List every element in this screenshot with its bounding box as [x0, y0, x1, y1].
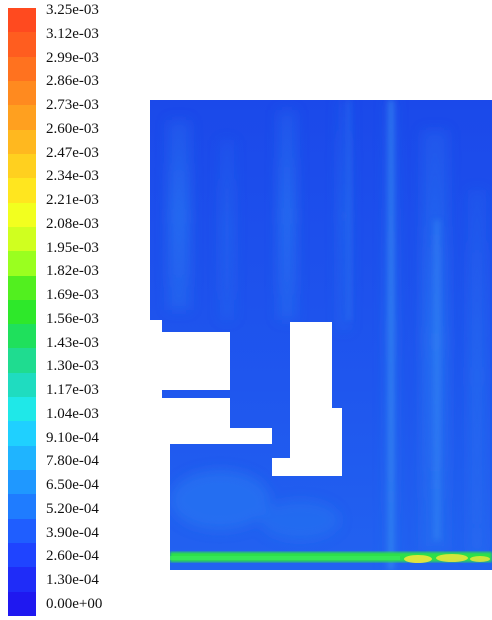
colorbar-swatch: [8, 251, 36, 276]
colorbar-swatch: [8, 202, 36, 228]
obstacle-right: [272, 322, 342, 476]
colorbar-tick-label: 2.60e-04: [46, 548, 99, 565]
colorbar-swatch: [8, 153, 36, 179]
colorbar-tick-label: 2.73e-03: [46, 97, 99, 114]
colorbar-tick-label: 3.12e-03: [46, 25, 99, 42]
colorbar-swatch: [8, 56, 36, 82]
colorbar-swatch: [8, 591, 36, 617]
colorbar-tick-label: 1.30e-04: [46, 572, 99, 589]
colorbar-swatch: [8, 226, 36, 252]
colorbar-swatch: [8, 494, 36, 520]
colorbar-tick-label: 5.20e-04: [46, 500, 99, 517]
colorbar-tick-label: 2.34e-03: [46, 168, 99, 185]
colorbar: [8, 8, 36, 617]
colorbar-tick-label: 9.10e-04: [46, 429, 99, 446]
colorbar-swatch: [8, 470, 36, 495]
colorbar-tick-label: 1.82e-03: [46, 263, 99, 280]
colorbar-tick-label: 2.21e-03: [46, 192, 99, 209]
colorbar-tick-label: 2.99e-03: [46, 49, 99, 66]
colorbar-swatch: [8, 372, 36, 398]
colorbar-tick-label: 1.43e-03: [46, 334, 99, 351]
colorbar-tick-label: 1.04e-03: [46, 405, 99, 422]
solid-obstacles: [150, 320, 342, 570]
colorbar-swatch: [8, 178, 36, 204]
colorbar-swatch: [8, 567, 36, 593]
colorbar-tick-label: 2.60e-03: [46, 120, 99, 137]
colorbar-tick-label: 2.47e-03: [46, 144, 99, 161]
colorbar-tick-label: 3.25e-03: [46, 2, 99, 18]
colorbar-swatch: [8, 397, 36, 422]
colorbar-tick-label: 2.08e-03: [46, 215, 99, 232]
colorbar-labels: 3.25e-03 3.12e-03 2.99e-03 2.86e-03 2.73e-03…: [46, 0, 156, 620]
colorbar-tick-label: 7.80e-04: [46, 453, 99, 470]
obstacle-upper-box: [162, 332, 230, 390]
colorbar-tick-label: 2.86e-03: [46, 73, 99, 90]
colorbar-tick-label: 6.50e-04: [46, 477, 99, 494]
flow-core-streaks: [348, 100, 440, 570]
colorbar-swatch: [8, 80, 36, 106]
colorbar-swatch: [8, 299, 36, 325]
colorbar-swatch: [8, 324, 36, 349]
colorbar-tick-label: 1.95e-03: [46, 239, 99, 256]
colorbar-tick-label: 1.69e-03: [46, 287, 99, 304]
colorbar-swatch: [8, 129, 36, 155]
colorbar-swatch: [8, 445, 36, 471]
colorbar-swatch: [8, 275, 36, 301]
colorbar-tick-label: 1.56e-03: [46, 310, 99, 327]
colorbar-swatch: [8, 543, 36, 568]
colorbar-swatch: [8, 105, 36, 131]
colorbar-swatch: [8, 421, 36, 447]
colorbar-swatch: [8, 518, 36, 544]
colorbar-tick-label: 1.17e-03: [46, 382, 99, 399]
colorbar-tick-label: 3.90e-04: [46, 524, 99, 541]
contour-plot: [150, 100, 492, 570]
colorbar-swatch: [8, 8, 36, 33]
colorbar-tick-label: 1.30e-03: [46, 358, 99, 375]
colorbar-swatch: [8, 348, 36, 374]
bottom-hot-band: [170, 552, 492, 563]
colorbar-swatch: [8, 32, 36, 58]
colorbar-tick-label: 0.00e+00: [46, 596, 103, 612]
